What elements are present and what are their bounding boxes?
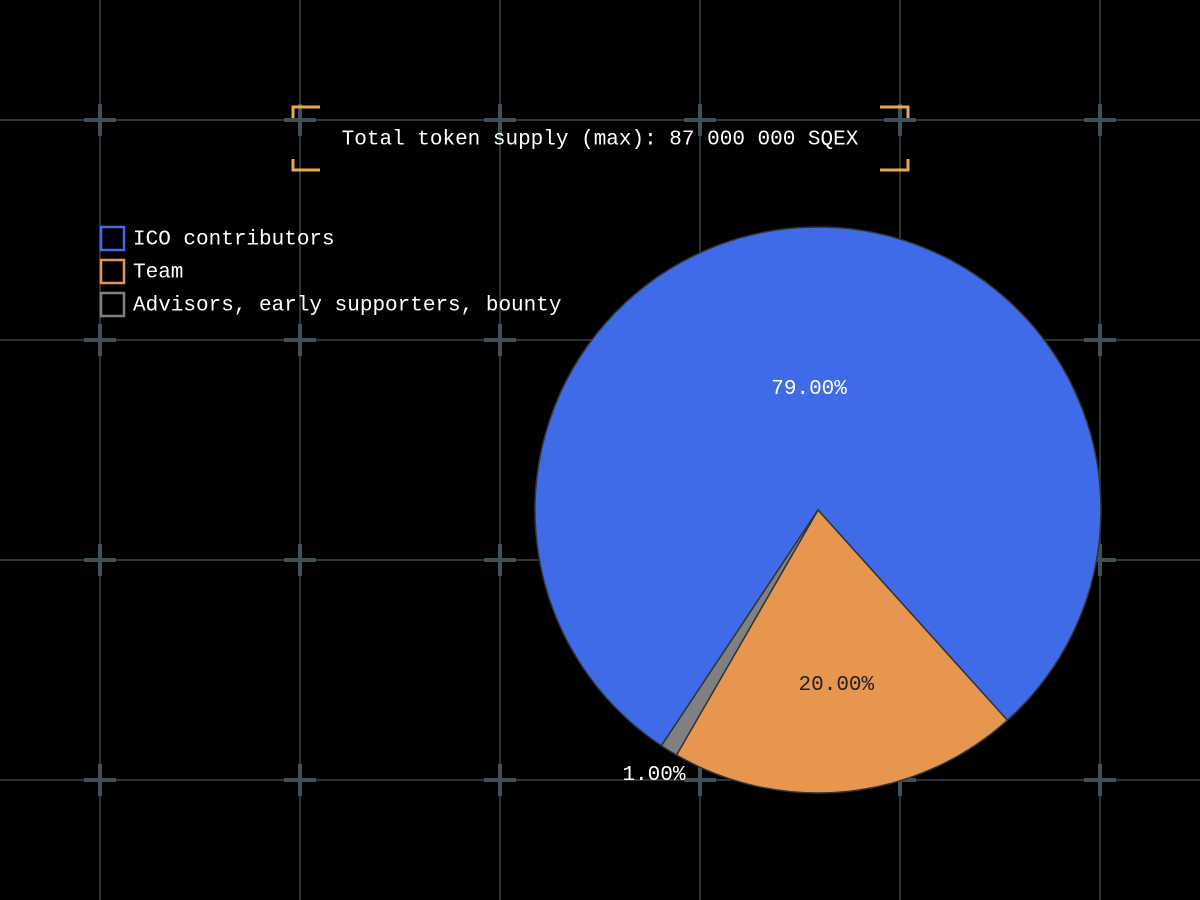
value-label: 20.00% (799, 674, 875, 697)
legend-swatch (99, 291, 126, 318)
pie-slice (534, 226, 1102, 747)
pie-slice (675, 508, 1009, 794)
legend-label: Team (133, 262, 183, 285)
value-label: 79.00% (771, 378, 847, 401)
chart-title: Total token supply (max): 87 000 000 SQE… (342, 129, 859, 152)
pie: 79.00% 20.00% 1.00% (534, 226, 1102, 794)
legend-label: Advisors, early supporters, bounty (133, 295, 561, 318)
legend-label: ICO contributors (133, 229, 335, 252)
title-bracket (291, 105, 910, 172)
value-label: 1.00% (622, 764, 685, 787)
legend-swatch (99, 225, 126, 252)
legend: ICO contributors Team Advisors, early supp… (99, 225, 561, 318)
pie-slice (660, 509, 819, 757)
legend-swatch (99, 258, 126, 285)
